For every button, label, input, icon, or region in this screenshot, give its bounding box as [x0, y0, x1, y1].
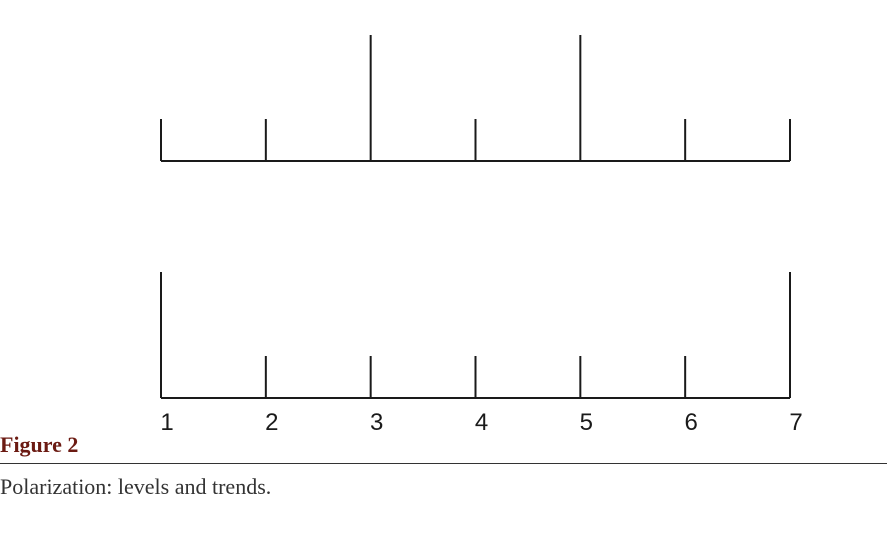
x-tick-label-7: 7: [789, 409, 802, 430]
x-tick-label-2: 2: [265, 409, 278, 430]
x-tick-label-6: 6: [684, 409, 697, 430]
polarization-chart: 1 2 3 4 5 6 7: [160, 35, 803, 430]
x-tick-label-4: 4: [475, 409, 488, 430]
x-tick-label-1: 1: [160, 409, 173, 430]
figure-label: Figure 2: [0, 432, 79, 457]
x-tick-label-3: 3: [370, 409, 383, 430]
caption-divider: [0, 463, 887, 464]
x-tick-label-5: 5: [580, 409, 593, 430]
figure-caption: Polarization: levels and trends.: [0, 474, 272, 499]
